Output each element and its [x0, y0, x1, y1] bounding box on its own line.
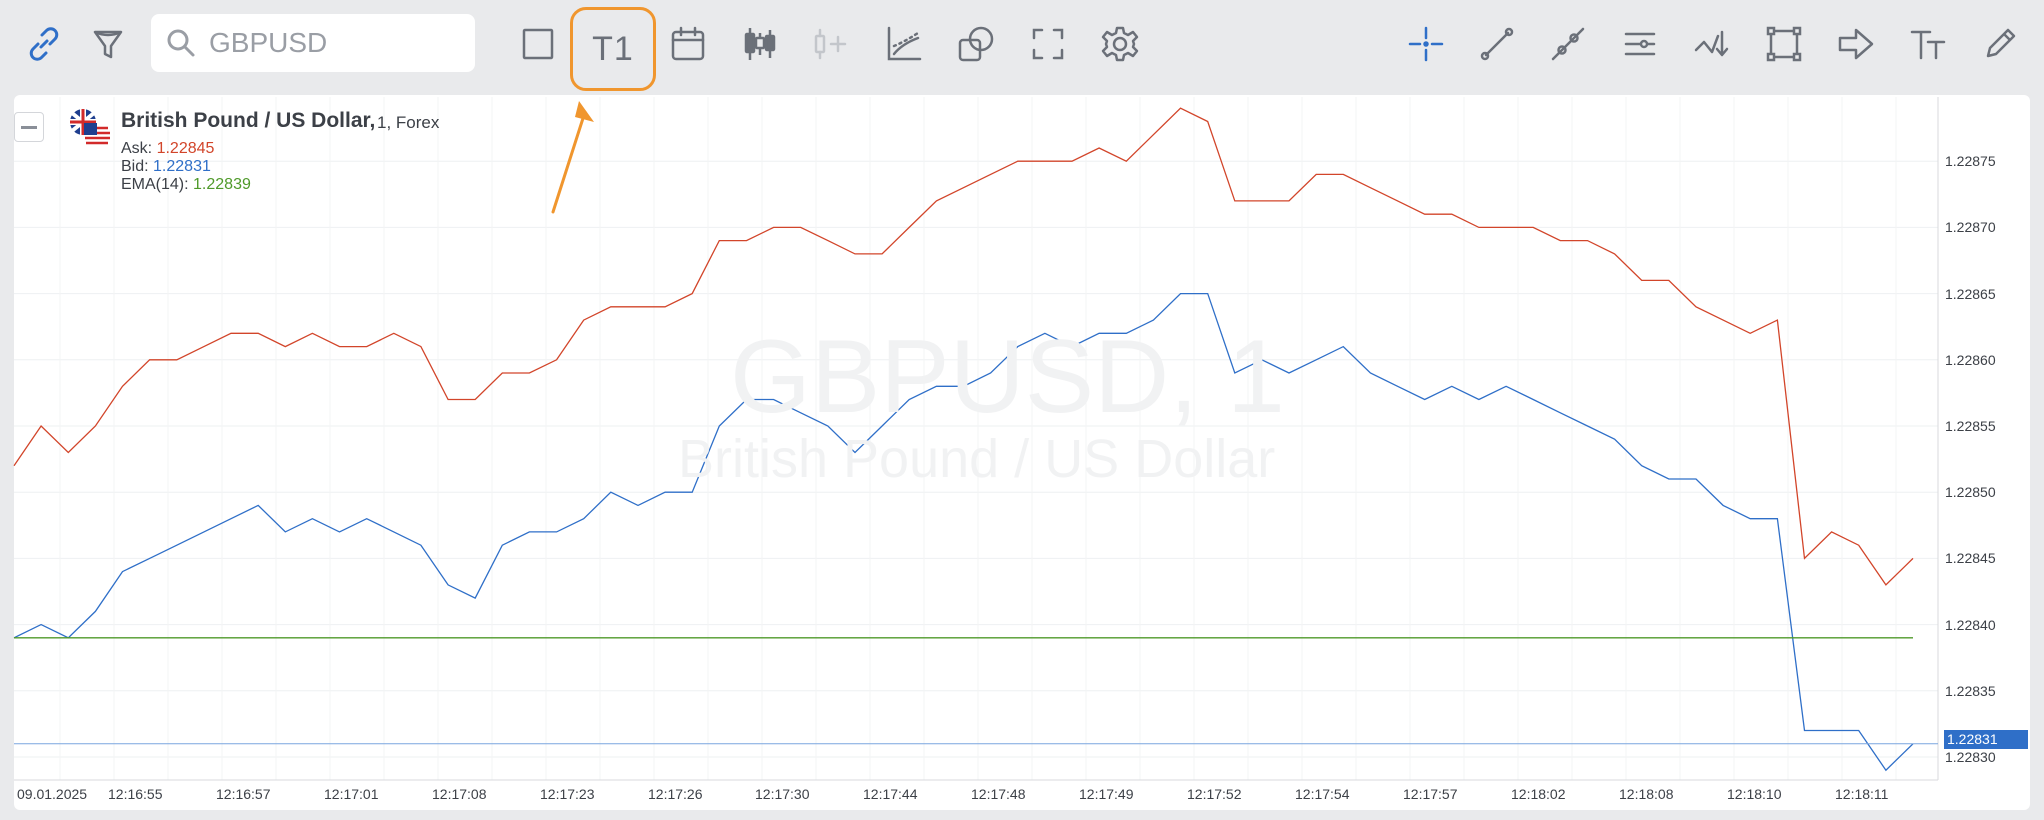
search-box[interactable]	[151, 14, 475, 72]
instrument-market: Forex	[395, 113, 440, 132]
time-tick-label: 12:18:08	[1619, 786, 1674, 802]
ema-label: EMA(14):	[121, 176, 189, 193]
time-tick-label: 12:17:26	[648, 786, 703, 802]
filter-icon[interactable]	[78, 14, 138, 74]
ask-label: Ask:	[121, 140, 153, 157]
time-tick-label: 12:18:02	[1511, 786, 1566, 802]
time-tick-label: 12:17:57	[1403, 786, 1458, 802]
instrument-timeframe: 1,	[377, 113, 392, 132]
search-input[interactable]	[209, 27, 459, 59]
trendline-icon[interactable]	[1467, 14, 1527, 74]
bid-value: 1.22831	[153, 158, 211, 175]
price-tick-label: 1.22855	[1945, 418, 1996, 434]
price-tick-label: 1.22865	[1945, 285, 1996, 302]
price-tick-label: 1.22850	[1945, 484, 1996, 501]
fullscreen-icon[interactable]	[1018, 14, 1078, 74]
price-tick-label: 1.22835	[1945, 682, 1996, 699]
time-tick-label: 12:17:54	[1295, 786, 1350, 802]
ray-icon[interactable]	[1538, 14, 1598, 74]
gear-icon[interactable]	[1090, 14, 1150, 74]
time-tick-label: 12:18:10	[1727, 786, 1782, 802]
overlay-icon[interactable]	[946, 14, 1006, 74]
toolbar: T1	[0, 0, 2044, 92]
time-tick-label: 12:17:48	[971, 786, 1026, 802]
rectangle-icon[interactable]	[1754, 14, 1814, 74]
currency-flags-icon	[70, 109, 110, 149]
search-icon	[167, 29, 195, 57]
ask-value: 1.22845	[156, 140, 215, 157]
instrument-title: British Pound / US Dollar,	[121, 109, 376, 132]
time-tick-label: 12:17:23	[540, 786, 595, 802]
price-tick-label: 1.22845	[1945, 550, 1996, 567]
ema-value: 1.22839	[193, 176, 251, 193]
series-line-ask	[13, 107, 1914, 586]
collapse-legend-button[interactable]	[14, 112, 44, 142]
bid-legend: Bid: 1.22831	[121, 158, 211, 176]
arrow-right-icon[interactable]	[1826, 14, 1886, 74]
annotation-arrowhead	[575, 101, 594, 122]
timeframe-label: T1	[592, 29, 634, 68]
add-indicator-icon[interactable]	[801, 14, 861, 74]
instrument-meta: 1, Forex	[377, 113, 439, 133]
parallel-lines-icon[interactable]	[1610, 14, 1670, 74]
time-tick-label: 12:17:52	[1187, 786, 1242, 802]
price-tick-label: 1.22860	[1945, 351, 1996, 368]
watermark-name: British Pound / US Dollar	[678, 429, 1276, 489]
price-tick-label: 1.22875	[1945, 153, 1996, 170]
link-icon[interactable]	[14, 14, 74, 74]
watermark-symbol: GBPUSD, 1	[730, 319, 1285, 435]
text-icon[interactable]	[1898, 14, 1958, 74]
time-tick-label: 12:18:11	[1835, 786, 1889, 802]
brush-icon[interactable]	[1970, 14, 2030, 74]
time-tick-label: 12:16:57	[216, 786, 271, 802]
square-icon[interactable]	[508, 14, 568, 74]
series-line-bid	[13, 292, 1914, 772]
time-tick-label: 12:17:44	[863, 786, 918, 802]
crosshair-icon[interactable]	[1396, 14, 1456, 74]
time-tick-label: 12:17:01	[324, 786, 379, 802]
price-tick-label: 1.22830	[1945, 749, 1996, 765]
price-tick-label: 1.22870	[1945, 219, 1996, 236]
time-tick-label: 12:16:55	[108, 786, 163, 802]
ema-legend: EMA(14): 1.22839	[121, 176, 251, 194]
arrow-down-icon[interactable]	[1682, 14, 1742, 74]
current-price-label: 1.22831	[1944, 730, 2028, 749]
calendar-icon[interactable]	[658, 14, 718, 74]
price-tick-label: 1.22840	[1945, 616, 1996, 633]
candlestick-icon[interactable]	[730, 14, 790, 74]
ask-legend: Ask: 1.22845	[121, 140, 214, 158]
time-tick-label: 12:17:30	[755, 786, 810, 802]
chart-indicator-icon[interactable]	[874, 14, 934, 74]
bid-label: Bid:	[121, 158, 149, 175]
time-tick-label: 12:17:49	[1079, 786, 1134, 802]
annotation-arrow	[551, 110, 587, 214]
time-tick-label: 09.01.2025	[17, 786, 88, 802]
timeframe-button[interactable]: T1	[570, 7, 656, 91]
time-tick-label: 12:17:08	[432, 786, 487, 802]
